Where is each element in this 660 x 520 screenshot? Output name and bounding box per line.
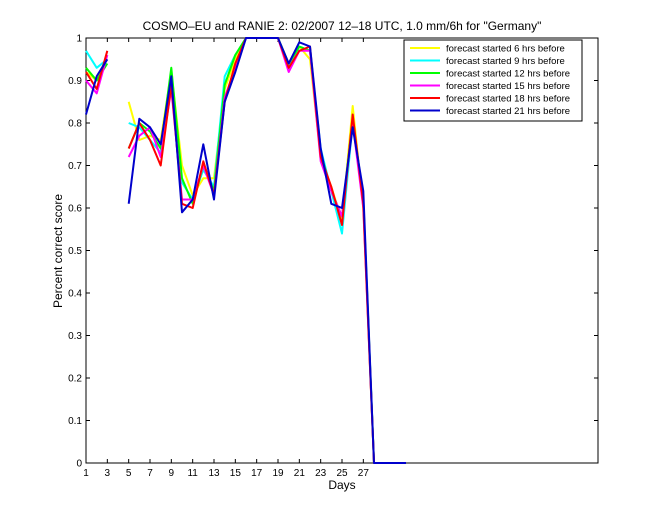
series-line-segment (127, 37, 406, 464)
x-tick-label: 13 (208, 468, 220, 479)
legend-label: forecast started 21 hrs before (446, 106, 570, 117)
x-tick-label: 19 (272, 468, 284, 479)
legend-label: forecast started 18 hrs before (446, 94, 570, 105)
series-line-segment (85, 54, 109, 95)
chart-title: COSMO–EU and RANIE 2: 02/2007 12–18 UTC,… (143, 19, 542, 33)
y-tick-label: 0.7 (68, 161, 82, 172)
y-tick-label: 0.1 (68, 416, 82, 427)
x-tick-label: 11 (187, 468, 198, 479)
legend-label: forecast started 6 hrs before (446, 44, 565, 55)
series-5-line (85, 37, 406, 464)
x-tick-label: 7 (147, 468, 153, 479)
x-tick-label: 3 (105, 468, 111, 479)
x-tick-label: 1 (83, 468, 89, 479)
legend-box (403, 39, 583, 122)
series-line-segment (85, 58, 109, 115)
y-tick-label: 0 (76, 459, 82, 470)
plot-area: 1 3 5 7 9 11 13 15 17 19 21 23 25 2700.10.20.30.40.50… (68, 34, 599, 479)
y-tick-label: 0.6 (68, 204, 82, 215)
y-tick-label: 0.2 (68, 374, 82, 385)
x-tick-label: 5 (126, 468, 132, 479)
legend-label: forecast started 12 hrs before (446, 69, 570, 80)
x-tick-label: 27 (358, 468, 370, 479)
x-tick-label: 21 (294, 468, 306, 479)
y-tick-label: 0.5 (68, 246, 82, 257)
legend-label: forecast started 15 hrs before (446, 81, 570, 92)
x-tick-label: 15 (230, 468, 242, 479)
x-axis-title: Days (328, 478, 355, 492)
x-tick-label: 17 (251, 468, 263, 479)
y-tick-label: 0.4 (68, 289, 82, 300)
legend-label: forecast started 9 hrs before (446, 56, 565, 67)
y-tick-label: 0.8 (68, 119, 82, 130)
y-axis-title: Percent correct score (51, 194, 65, 308)
y-tick-label: 1 (76, 34, 82, 45)
y-tick-label: 0.3 (68, 331, 82, 342)
x-tick-label: 25 (336, 468, 348, 479)
x-tick-label: 9 (169, 468, 175, 479)
x-tick-label: 23 (315, 468, 327, 479)
y-tick-label: 0.9 (68, 76, 82, 87)
